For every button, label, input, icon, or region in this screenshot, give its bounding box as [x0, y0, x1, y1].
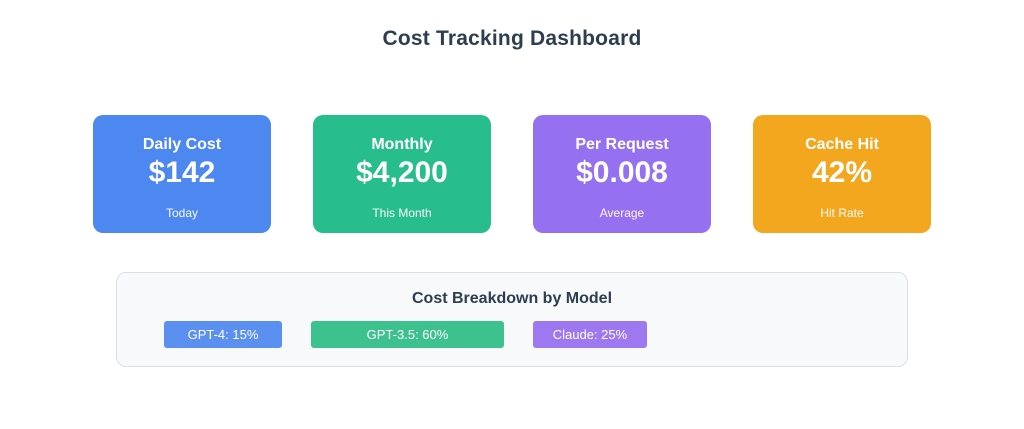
stat-card-monthly: Monthly $4,200 This Month	[313, 115, 491, 233]
dashboard: Cost Tracking Dashboard Daily Cost $142 To…	[0, 27, 1024, 367]
breakdown-panel: Cost Breakdown by Model GPT-4: 15% GPT-3.…	[116, 272, 908, 367]
breakdown-bars: GPT-4: 15% GPT-3.5: 60% Claude: 25%	[164, 321, 907, 348]
stat-card-value: 42%	[811, 156, 873, 190]
stat-card-title: Per Request	[575, 136, 669, 153]
page-title: Cost Tracking Dashboard	[382, 27, 642, 50]
stat-cards: Daily Cost $142 Today Monthly $4,200 This Mon…	[0, 115, 1024, 233]
stat-card-cache-hit: Cache Hit 42% Hit Rate	[753, 115, 931, 233]
stat-card-sublabel: This Month	[372, 206, 432, 221]
breakdown-bar-gpt-4: GPT-4: 15%	[164, 321, 282, 348]
stat-card-sublabel: Average	[599, 206, 645, 221]
breakdown-title: Cost Breakdown by Model	[411, 290, 613, 307]
stat-card-sublabel: Today	[165, 206, 199, 221]
stat-card-per-request: Per Request $0.008 Average	[533, 115, 711, 233]
stat-card-value: $142	[148, 156, 216, 190]
stat-card-daily-cost: Daily Cost $142 Today	[93, 115, 271, 233]
stat-card-value: $4,200	[356, 156, 448, 190]
stat-card-title: Cache Hit	[805, 136, 879, 153]
breakdown-bar-gpt-3-5: GPT-3.5: 60%	[311, 321, 504, 348]
stat-card-title: Monthly	[371, 136, 433, 153]
stat-card-value: $0.008	[576, 156, 668, 190]
stat-card-sublabel: Hit Rate	[820, 206, 864, 221]
breakdown-bar-claude: Claude: 25%	[533, 321, 647, 348]
stat-card-title: Daily Cost	[142, 136, 222, 153]
